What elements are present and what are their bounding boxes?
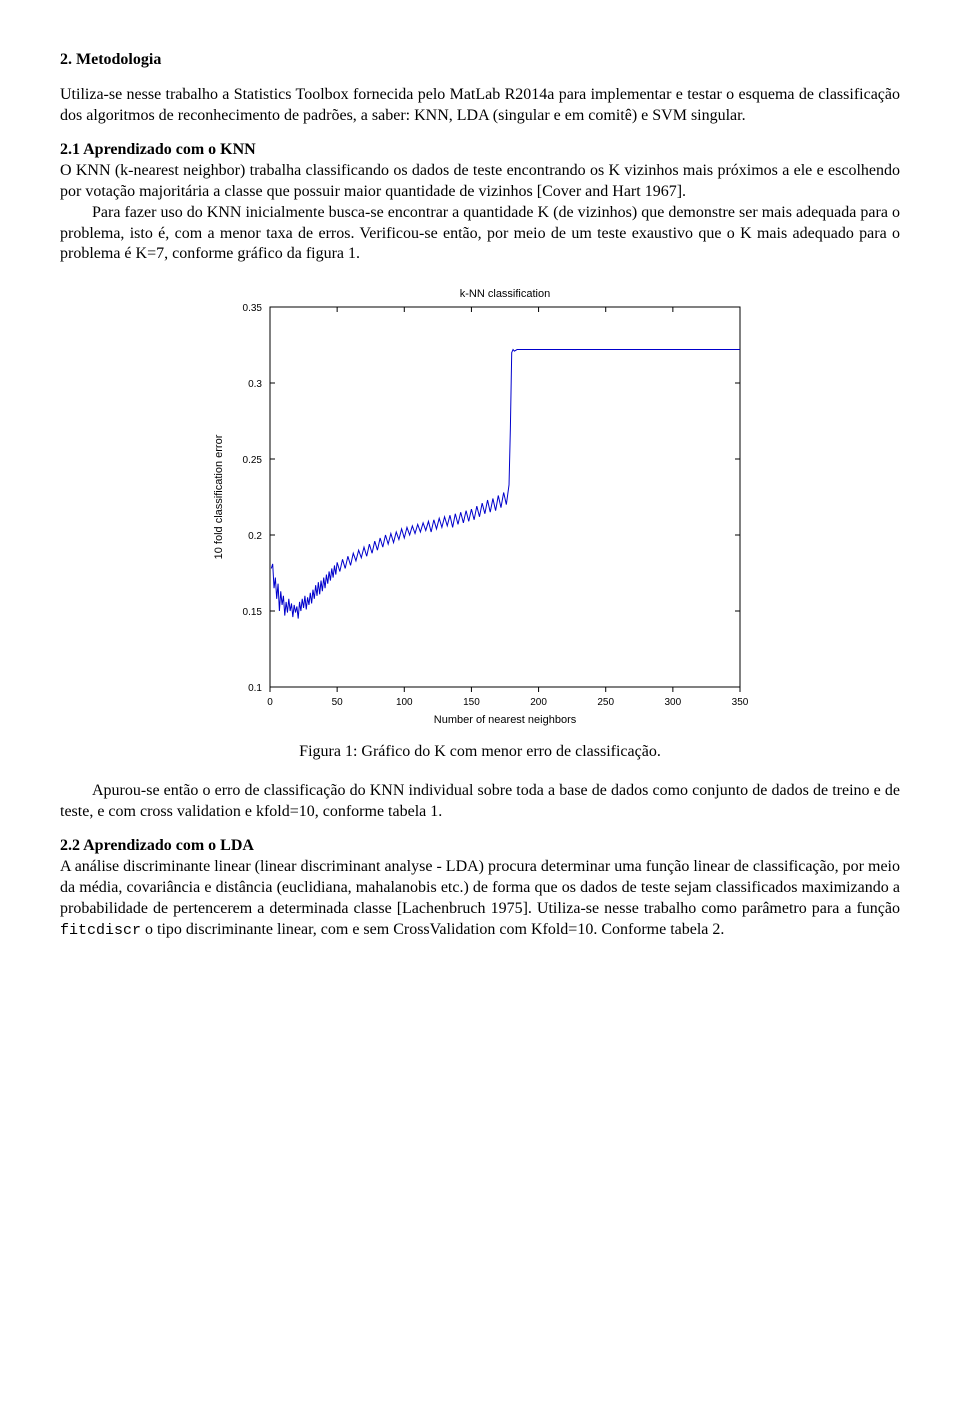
svg-text:0.15: 0.15 xyxy=(243,607,263,618)
svg-text:0.2: 0.2 xyxy=(248,531,262,542)
knn-paragraph-3: Apurou-se então o erro de classificação … xyxy=(60,781,900,823)
subsection-heading-lda: 2.2 Aprendizado com o LDA xyxy=(60,837,254,854)
knn-chart-svg: 0 50 100 150 200 250 300 350 0.1 0.15 0.2 0.25 0.3 0.… xyxy=(192,279,768,729)
figure-1-caption: Figura 1: Gráfico do K com menor erro de… xyxy=(60,742,900,763)
svg-text:10 fold classification error: 10 fold classification error xyxy=(213,434,225,559)
lda-paragraph-1a: A análise discriminante linear (linear d… xyxy=(60,858,900,917)
svg-text:Number of nearest neighbors: Number of nearest neighbors xyxy=(434,714,577,726)
svg-text:0.3: 0.3 xyxy=(248,379,262,390)
lda-paragraph-1b: o tipo discriminante linear, com e sem C… xyxy=(141,921,724,938)
svg-text:0.25: 0.25 xyxy=(243,455,263,466)
subsection-heading-knn: 2.1 Aprendizado com o KNN xyxy=(60,141,256,158)
svg-text:0.1: 0.1 xyxy=(248,683,262,694)
svg-text:100: 100 xyxy=(396,697,413,708)
svg-text:0: 0 xyxy=(267,697,273,708)
svg-text:200: 200 xyxy=(530,697,547,708)
svg-text:150: 150 xyxy=(463,697,480,708)
knn-paragraph-1: O KNN (k-nearest neighbor) trabalha clas… xyxy=(60,162,900,200)
svg-text:k-NN classification: k-NN classification xyxy=(460,288,550,300)
svg-text:300: 300 xyxy=(665,697,682,708)
svg-text:350: 350 xyxy=(732,697,749,708)
knn-paragraph-2: Para fazer uso do KNN inicialmente busca… xyxy=(60,203,900,265)
svg-text:50: 50 xyxy=(332,697,344,708)
lda-code-func: fitcdiscr xyxy=(60,922,141,939)
figure-1-chart: 0 50 100 150 200 250 300 350 0.1 0.15 0.2 0.25 0.3 0.… xyxy=(60,279,900,736)
section-heading: 2. Metodologia xyxy=(60,50,900,71)
svg-text:250: 250 xyxy=(597,697,614,708)
intro-paragraph: Utiliza-se nesse trabalho a Statistics T… xyxy=(60,85,900,127)
svg-text:0.35: 0.35 xyxy=(243,303,263,314)
